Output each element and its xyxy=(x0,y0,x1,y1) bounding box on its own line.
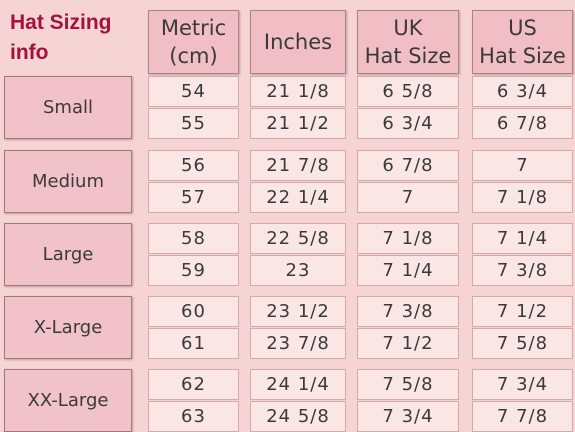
data-cell: 6 5/8 xyxy=(357,76,459,107)
data-cell: 7 1/8 xyxy=(472,182,573,213)
column-header: UK Hat Size xyxy=(357,10,459,74)
column-header-line: (cm) xyxy=(169,44,218,68)
data-cell: 7 3/4 xyxy=(357,401,459,432)
data-cell: 7 1/4 xyxy=(472,223,573,254)
data-cell: 7 xyxy=(357,182,459,213)
data-cell: 21 7/8 xyxy=(250,150,346,181)
column-header-line: Hat Size xyxy=(364,44,452,68)
column-header-line: UK xyxy=(393,16,423,40)
data-cell: 6 7/8 xyxy=(472,108,573,139)
data-cell: 6 3/4 xyxy=(472,76,573,107)
data-cell: 24 1/4 xyxy=(250,369,346,400)
data-cell: 56 xyxy=(148,150,239,181)
data-cell: 7 1/8 xyxy=(357,223,459,254)
title-line: info xyxy=(10,41,49,64)
data-cell: 23 xyxy=(250,255,346,286)
data-cell: 7 3/4 xyxy=(472,369,573,400)
data-cell: 7 1/4 xyxy=(357,255,459,286)
size-label: Large xyxy=(4,223,132,286)
column-header-line: US xyxy=(508,16,537,40)
size-label: XX-Large xyxy=(4,369,132,432)
column-header: US Hat Size xyxy=(472,10,573,74)
column-header: Inches xyxy=(250,10,346,74)
data-cell: 59 xyxy=(148,255,239,286)
data-cell: 23 7/8 xyxy=(250,328,346,359)
data-cell: 7 1/2 xyxy=(472,296,573,327)
data-cell: 55 xyxy=(148,108,239,139)
data-cell: 21 1/2 xyxy=(250,108,346,139)
data-cell: 7 3/8 xyxy=(472,255,573,286)
data-cell: 60 xyxy=(148,296,239,327)
column-header-line: Inches xyxy=(263,30,333,54)
data-cell: 62 xyxy=(148,369,239,400)
data-cell: 7 xyxy=(472,150,573,181)
data-cell: 58 xyxy=(148,223,239,254)
size-label: Medium xyxy=(4,150,132,213)
data-cell: 24 5/8 xyxy=(250,401,346,432)
title-line: Hat Sizing xyxy=(10,11,112,34)
size-label: X-Large xyxy=(4,296,132,359)
data-cell: 6 7/8 xyxy=(357,150,459,181)
data-cell: 22 1/4 xyxy=(250,182,346,213)
data-cell: 57 xyxy=(148,182,239,213)
column-header: Metric (cm) xyxy=(148,10,239,74)
data-cell: 23 1/2 xyxy=(250,296,346,327)
column-header-line: Metric xyxy=(160,16,227,40)
data-cell: 7 5/8 xyxy=(472,328,573,359)
title: Hat Sizing info xyxy=(10,8,140,68)
data-cell: 6 3/4 xyxy=(357,108,459,139)
data-cell: 21 1/8 xyxy=(250,76,346,107)
data-cell: 22 5/8 xyxy=(250,223,346,254)
data-cell: 7 1/2 xyxy=(357,328,459,359)
data-cell: 7 3/8 xyxy=(357,296,459,327)
data-cell: 54 xyxy=(148,76,239,107)
data-cell: 63 xyxy=(148,401,239,432)
data-cell: 61 xyxy=(148,328,239,359)
column-header-line: Hat Size xyxy=(479,44,566,68)
size-label: Small xyxy=(4,76,132,139)
data-cell: 7 5/8 xyxy=(357,369,459,400)
data-cell: 7 7/8 xyxy=(472,401,573,432)
